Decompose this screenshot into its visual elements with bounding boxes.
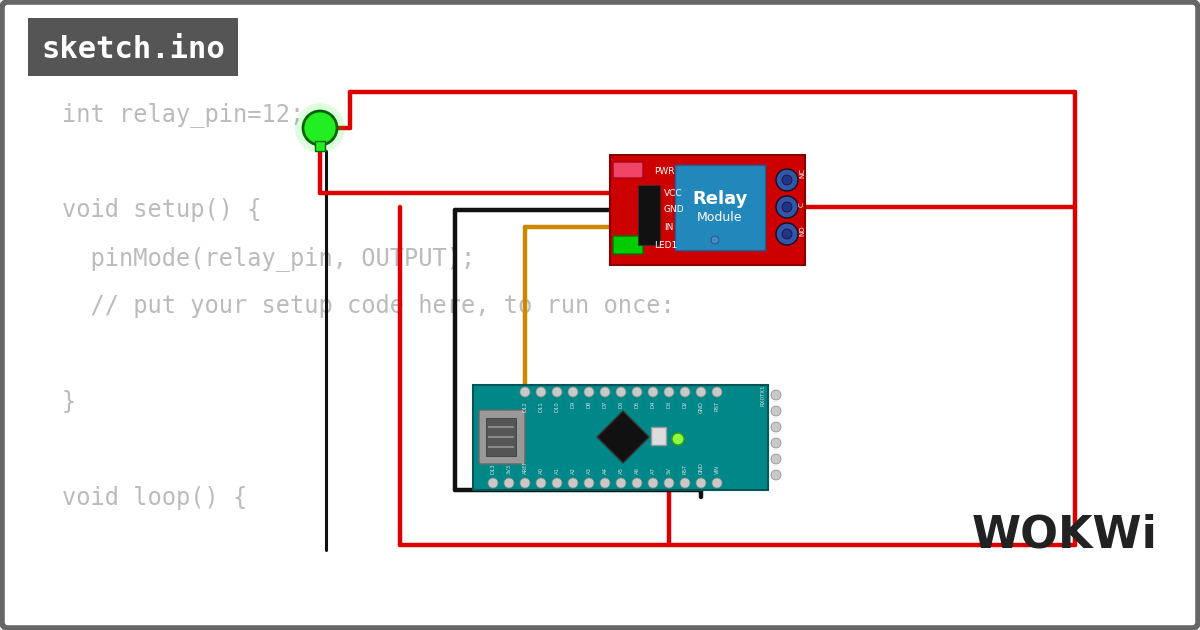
Circle shape [616,478,626,488]
Text: D12: D12 [522,401,528,412]
Text: AREF: AREF [522,461,528,474]
Circle shape [504,478,514,488]
Circle shape [776,196,798,218]
Circle shape [552,478,562,488]
Text: D3: D3 [666,401,672,408]
Text: 5V: 5V [666,467,672,474]
Circle shape [648,478,658,488]
Circle shape [772,406,781,416]
Polygon shape [598,411,649,463]
Circle shape [772,438,781,448]
Circle shape [536,387,546,397]
Text: NO: NO [799,226,805,236]
Text: WOKWi: WOKWi [972,513,1158,556]
Circle shape [664,478,674,488]
Text: A3: A3 [587,467,592,474]
Text: sketch.ino: sketch.ino [41,35,224,64]
Circle shape [488,478,498,488]
Text: void setup() {: void setup() { [62,198,262,222]
Circle shape [632,478,642,488]
Circle shape [600,478,610,488]
Text: VIN: VIN [714,465,720,474]
Text: Module: Module [697,211,743,224]
FancyBboxPatch shape [613,162,643,178]
Text: GND: GND [664,205,685,214]
Circle shape [664,387,674,397]
Text: NC: NC [799,168,805,178]
Circle shape [648,387,658,397]
Text: GND: GND [698,401,703,413]
Circle shape [552,387,562,397]
Circle shape [520,387,530,397]
Text: }: } [62,390,77,414]
Circle shape [302,111,337,145]
Circle shape [584,478,594,488]
Text: D4: D4 [650,401,655,408]
Circle shape [568,387,578,397]
Bar [314,141,325,151]
Text: D6: D6 [618,401,624,408]
Circle shape [680,387,690,397]
Circle shape [772,390,781,400]
Text: RST: RST [714,401,720,411]
Bar [638,185,660,245]
Text: A7: A7 [650,467,655,474]
Circle shape [782,175,792,185]
Text: IN: IN [664,222,673,231]
Text: void loop() {: void loop() { [62,486,247,510]
FancyBboxPatch shape [479,410,526,464]
Circle shape [776,169,798,191]
Circle shape [696,478,706,488]
Circle shape [520,478,530,488]
Circle shape [632,387,642,397]
Text: A1: A1 [554,467,559,474]
Bar [610,155,805,265]
Circle shape [782,202,792,212]
Circle shape [672,433,684,445]
Text: LED1: LED1 [654,241,677,249]
Text: RST: RST [683,464,688,474]
Circle shape [584,387,594,397]
Text: D9: D9 [570,401,576,408]
Text: D7: D7 [602,401,607,408]
Circle shape [712,387,722,397]
Circle shape [772,470,781,480]
Text: 3V3: 3V3 [506,464,511,474]
Text: A5: A5 [618,467,624,474]
Bar [473,385,768,490]
Text: D8: D8 [587,401,592,408]
Circle shape [772,454,781,464]
Circle shape [772,422,781,432]
Circle shape [568,478,578,488]
Text: A4: A4 [602,467,607,474]
Text: A6: A6 [635,467,640,474]
Text: GND: GND [698,462,703,474]
Circle shape [712,478,722,488]
Text: RX0TX1: RX0TX1 [761,384,766,406]
Text: pinMode(relay_pin, OUTPUT);: pinMode(relay_pin, OUTPUT); [62,246,475,271]
Text: VCC: VCC [664,188,683,197]
Circle shape [680,478,690,488]
Text: Relay: Relay [692,190,748,209]
Text: int relay_pin=12;: int relay_pin=12; [62,102,305,127]
Circle shape [696,387,706,397]
Circle shape [600,387,610,397]
Text: D5: D5 [635,401,640,408]
Circle shape [782,229,792,239]
Text: D11: D11 [539,401,544,412]
Circle shape [616,387,626,397]
Bar [28,18,238,76]
Bar [674,165,766,250]
Circle shape [295,103,346,153]
Text: A0: A0 [539,467,544,474]
Text: D10: D10 [554,401,559,412]
Bar [486,418,516,456]
Text: D13: D13 [491,464,496,474]
Bar [650,427,666,445]
Text: D2: D2 [683,401,688,408]
Circle shape [536,478,546,488]
Text: A2: A2 [570,467,576,474]
Text: PWR: PWR [654,166,674,176]
Circle shape [710,236,719,244]
